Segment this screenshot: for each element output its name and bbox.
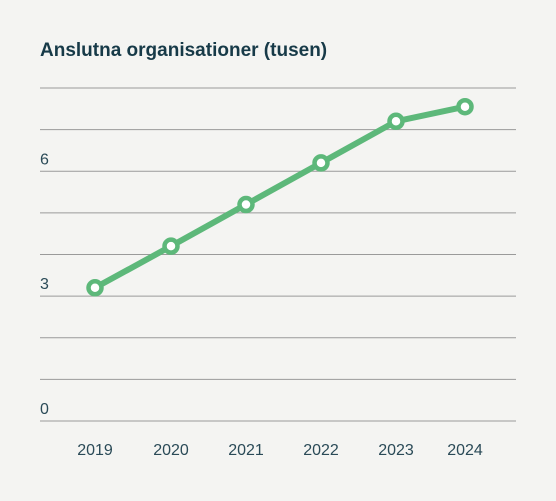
gridlines [40, 87, 516, 422]
y-tick-label: 0 [40, 401, 49, 418]
y-tick-label: 6 [40, 151, 49, 168]
data-point-2024 [456, 97, 474, 116]
series-layer [86, 97, 474, 297]
x-tick-label: 2021 [228, 442, 264, 459]
data-point-2020 [162, 237, 180, 255]
chart-title: Anslutna organisationer (tusen) [40, 40, 328, 61]
data-point-2023 [387, 112, 405, 131]
x-tick-label: 2019 [77, 442, 113, 459]
x-tick-label: 2020 [153, 442, 189, 459]
y-axis-ticks: 0 3 6 [40, 151, 49, 418]
series-line [92, 103, 468, 291]
y-tick-label: 3 [40, 276, 49, 293]
data-point-2019 [86, 279, 104, 297]
x-tick-label: 2022 [303, 442, 339, 459]
x-tick-label: 2023 [378, 442, 414, 459]
data-point-2022 [312, 154, 330, 172]
x-tick-label: 2024 [447, 442, 483, 459]
x-axis-ticks: 2019 2020 2021 2022 2023 2024 [77, 442, 483, 459]
data-point-2021 [237, 195, 255, 214]
